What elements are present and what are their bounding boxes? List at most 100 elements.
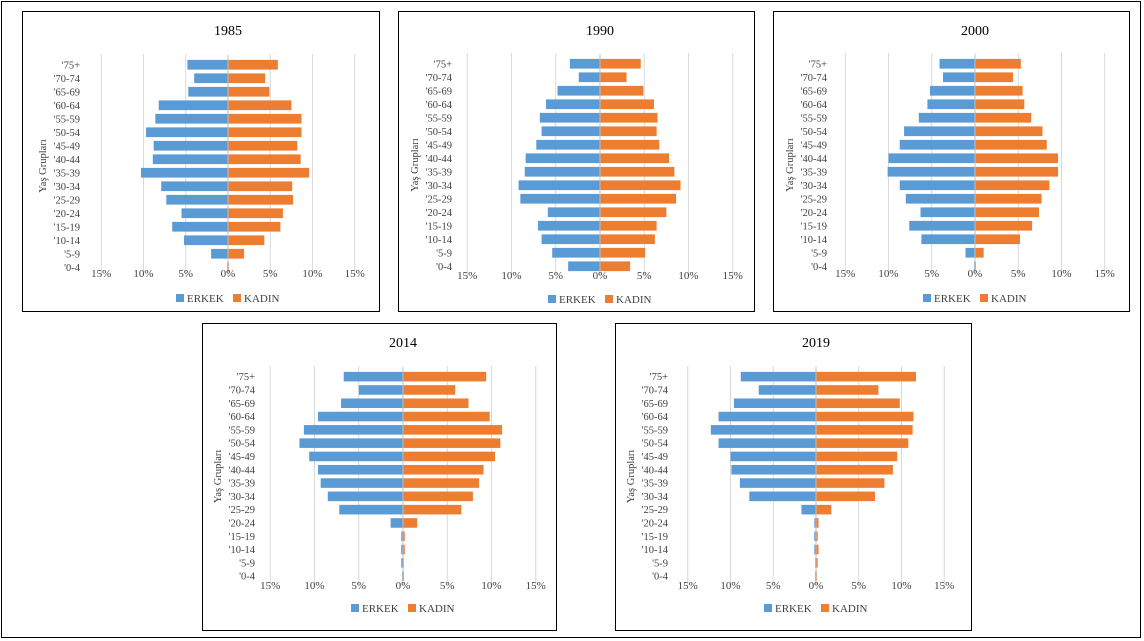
bar-erkek [318,411,403,422]
y-tick-label: '45-49 [54,141,80,152]
legend-swatch [176,294,184,302]
x-tick-label: 5% [1011,268,1026,280]
y-tick-label: '0-4 [811,262,828,273]
bar-kadin [600,139,660,150]
y-tick-label: '70-74 [426,73,453,84]
bar-kadin [816,438,909,448]
chart-panel-2019: 2019 '75+ '70-74 '65-69 '60-64 '55-59 '50-54 '4… [615,323,972,631]
chart-svg: 2014 '75+ '70-74 '65-69 '60-64 '55-59 '50-54 '4… [213,336,546,615]
bar-kadin [403,411,490,422]
x-tick-label: 10% [878,268,898,280]
bar-erkek [146,127,228,138]
bar-kadin [600,234,655,245]
bar-erkek [920,207,975,218]
bar-kadin [975,72,1014,83]
bar-erkek [194,73,228,84]
bar-kadin [975,112,1032,123]
y-tick-label: '30-34 [54,182,81,193]
y-tick-label: '40-44 [54,155,81,166]
bar-kadin [600,99,654,110]
bar-erkek [905,193,975,204]
bar-erkek [568,261,600,272]
y-tick-label: '15-19 [642,532,668,543]
x-tick-label: 5% [851,580,866,592]
bar-erkek [546,99,600,110]
y-tick-label: '35-39 [642,479,668,490]
bar-kadin [228,100,292,111]
chart-panel-2000: 2000 '75+ '70-74 '65-69 '60-64 '55-59 '50-54 '4… [773,11,1130,312]
y-tick-label: '30-34 [642,492,669,503]
y-tick-label: '50-54 [54,128,81,139]
bar-kadin [228,140,298,151]
y-tick-label: '70-74 [642,385,669,396]
bar-kadin [816,504,832,515]
x-tick-label: 5% [440,580,455,592]
bar-erkek [547,207,600,218]
bar-erkek [557,85,600,96]
bar-kadin [600,180,681,191]
bar-erkek [161,181,228,192]
y-axis-label: Yaş Grupları [38,139,49,193]
y-tick-label: '65-69 [801,86,827,97]
bar-erkek [888,153,975,164]
x-tick-label: 5% [263,268,278,280]
bar-erkek [188,86,228,97]
bar-kadin [975,99,1025,110]
y-tick-label: '10-14 [801,235,828,246]
bar-erkek [569,58,600,69]
bar-erkek [303,425,403,435]
bar-erkek [899,139,975,150]
legend-label: KADIN [419,603,454,615]
bar-erkek [318,464,403,475]
y-tick-label: '25-29 [801,194,827,205]
y-tick-label: '25-29 [642,505,668,516]
legend-swatch [233,294,241,302]
bar-kadin [975,193,1042,204]
x-tick-label: 0% [396,580,411,592]
bar-kadin [975,247,984,258]
legend-label: KADIN [616,294,651,306]
y-tick-label: '65-69 [642,399,668,410]
bar-erkek [740,371,816,382]
bar-erkek [921,234,975,245]
bar-kadin [975,58,1021,69]
legend-label: KADIN [832,603,867,615]
bar-erkek [539,112,600,123]
bar-erkek [887,166,975,177]
bar-kadin [403,491,473,502]
bar-erkek [541,234,600,245]
bar-erkek [166,194,228,205]
bar-erkek [758,385,816,395]
bar-erkek [731,464,816,475]
bar-kadin [816,464,893,475]
bar-erkek [187,59,228,70]
bar-kadin [228,113,302,124]
bar-erkek [965,247,975,258]
bar-kadin [816,411,914,422]
y-axis-label: Yaş Grupları [626,450,637,504]
y-tick-label: '75+ [434,59,452,70]
bar-erkek [155,113,228,124]
bar-erkek [739,478,816,488]
legend-swatch [408,604,416,612]
bar-erkek [184,235,228,246]
x-tick-label: 10% [891,580,911,592]
bar-erkek [390,518,403,528]
bar-erkek [930,85,975,96]
bar-kadin [403,451,496,462]
bar-kadin [228,59,278,70]
bar-erkek [939,58,975,69]
chart-panel-1990: 1990 '75+ '70-74 '65-69 '60-64 '55-59 '50-54 '4… [398,11,755,312]
bar-kadin [403,504,462,515]
bar-erkek [327,491,403,502]
bar-kadin [228,127,302,138]
bar-kadin [975,139,1047,150]
bar-kadin [403,478,480,488]
x-tick-label: 15% [1095,268,1115,280]
bar-kadin [228,167,310,178]
y-tick-label: '5-9 [811,248,827,259]
bar-kadin [975,234,1020,245]
bar-kadin [600,220,657,231]
y-tick-label: '15-19 [54,222,80,233]
